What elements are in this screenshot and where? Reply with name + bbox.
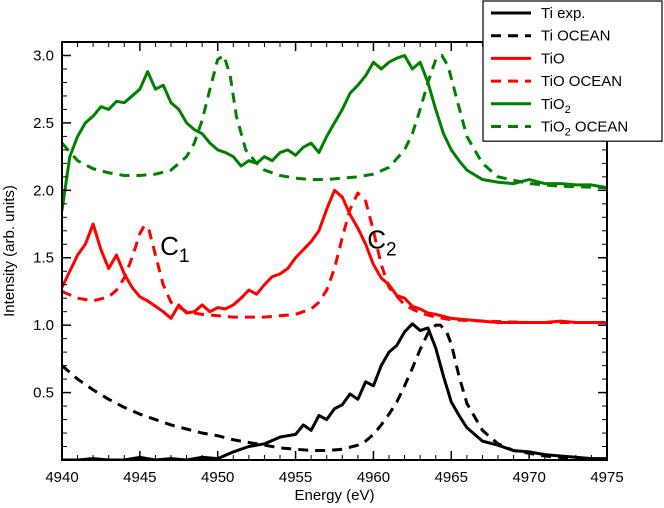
legend-entry-0: Ti exp. xyxy=(541,5,585,22)
x-tick-label: 4965 xyxy=(435,469,468,486)
legend-entry-suffix: OCEAN xyxy=(571,119,629,136)
legend-entry-4: TiO2 xyxy=(541,96,571,116)
legend-box xyxy=(482,0,663,142)
legend-entry-name: Ti exp. xyxy=(541,5,585,22)
x-tick-label: 4960 xyxy=(357,469,390,486)
series-line-5 xyxy=(62,53,607,190)
peak-label-main: C xyxy=(367,224,386,254)
x-tick-label: 4945 xyxy=(123,469,156,486)
legend-entry-name: TiO xyxy=(541,50,565,67)
x-tick-label: 4940 xyxy=(45,469,78,486)
y-tick-label: 0.5 xyxy=(33,385,54,402)
x-tick-label: 4975 xyxy=(590,469,623,486)
y-tick-label: 2.5 xyxy=(33,115,54,132)
peak-label-c1: C1 xyxy=(160,231,189,267)
legend-entry-1: Ti OCEAN xyxy=(541,28,610,45)
peak-label-subscript: 1 xyxy=(179,246,190,267)
series-line-2 xyxy=(62,188,607,324)
legend-entry-2: TiO xyxy=(541,50,565,67)
x-tick-label: 4970 xyxy=(512,469,545,486)
legend-entry-subscript: 2 xyxy=(565,104,571,116)
peak-label-main: C xyxy=(160,231,179,261)
x-tick-label: 4955 xyxy=(279,469,312,486)
peak-label-c2: C2 xyxy=(367,224,396,260)
x-axis-label: Energy (eV) xyxy=(294,487,374,504)
x-tick-label: 4950 xyxy=(201,469,234,486)
y-tick-label: 1.0 xyxy=(33,317,54,334)
legend-entry-3: TiO OCEAN xyxy=(541,73,622,90)
legend-entry-5: TiO2 OCEAN xyxy=(541,119,628,139)
peak-label-subscript: 2 xyxy=(386,239,397,260)
legend-entry-name: Ti OCEAN xyxy=(541,28,610,45)
series-line-1 xyxy=(62,323,607,460)
series-line-3 xyxy=(62,191,607,324)
legend-entry-name: TiO OCEAN xyxy=(541,73,622,90)
legend-entry-subscript: 2 xyxy=(565,127,571,139)
y-axis-label: Intensity (arb. units) xyxy=(1,185,18,317)
series-line-0 xyxy=(62,322,607,460)
y-tick-label: 3.0 xyxy=(33,47,54,64)
legend-entry-name: TiO xyxy=(541,119,565,136)
y-tick-label: 2.0 xyxy=(33,182,54,199)
y-tick-label: 1.5 xyxy=(33,250,54,267)
plot-frame xyxy=(61,41,608,461)
legend-entry-name: TiO xyxy=(541,96,565,113)
series-line-4 xyxy=(62,53,607,211)
